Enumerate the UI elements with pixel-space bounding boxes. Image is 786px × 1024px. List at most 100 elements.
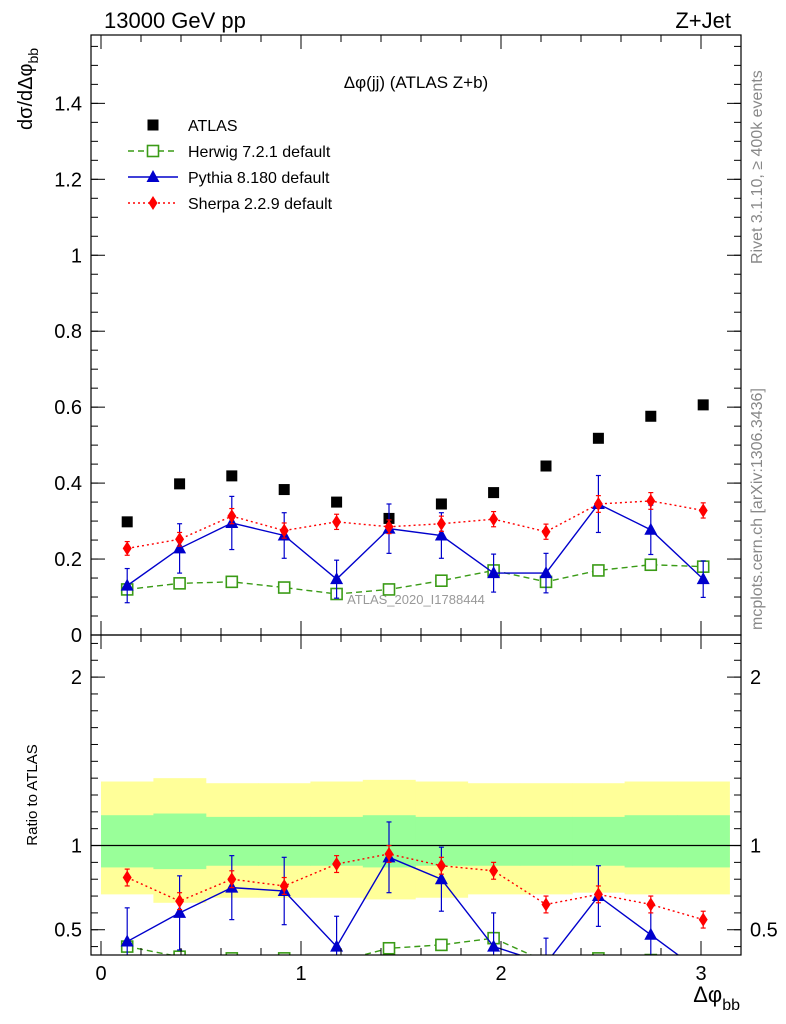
ratio-herwig-point [541, 956, 552, 967]
process-label: Z+Jet [675, 8, 731, 33]
main-sherpa-point [593, 496, 603, 511]
main-atlas-point [226, 470, 238, 482]
legend-sherpa-marker [148, 196, 158, 210]
main-herwig-point [592, 564, 605, 577]
legend-sherpa-label: Sherpa 2.2.9 default [188, 196, 333, 213]
ratio-pythia-point [540, 956, 553, 968]
x-axis-label: Δφbb [693, 982, 740, 1014]
main-pythia-point [434, 528, 448, 541]
legend-atlas-label: ATLAS [188, 118, 238, 135]
ratio-sherpa-point [175, 894, 185, 909]
main-atlas-point [540, 460, 552, 472]
ratio-herwig-line [127, 937, 533, 955]
main-atlas-point [435, 498, 447, 510]
ratio-band-inner [153, 813, 207, 870]
ratio-band-inner [467, 816, 521, 866]
main-sherpa-point [332, 514, 342, 529]
main-atlas-point [488, 487, 500, 499]
main-pythia-point [487, 566, 501, 579]
ratio-sherpa-point [436, 858, 446, 873]
ratio-herwig-point [435, 938, 448, 952]
ratio-y-axis-label: Ratio to ATLAS [24, 744, 41, 845]
main-atlas-point [278, 484, 290, 496]
main-pythia-point [120, 578, 134, 591]
ratio-y-tick-label: 2 [71, 667, 82, 689]
main-pythia-point [644, 522, 658, 535]
main-pythia-point [539, 566, 553, 579]
main-herwig-point [644, 558, 658, 572]
ratio-pythia-point [120, 934, 134, 947]
ratio-sherpa-point [646, 897, 656, 912]
main-pythia-line [126, 503, 704, 587]
ratio-sherpa-point [279, 878, 289, 893]
ratio-herwig-point [331, 956, 342, 967]
main-y-tick-label: 0.6 [54, 397, 82, 419]
ratio-panel: 0.5 0.5 1 1 2 2 0 1 2 3 Ratio to ATLAS Δφbb [24, 634, 778, 1014]
legend-pythia-label: Pythia 8.180 default [188, 170, 330, 187]
main-title: Δφ(jj) (ATLAS Z+b) [344, 73, 488, 92]
ratio-band-inner [677, 815, 730, 868]
main-pythia-point [330, 572, 344, 585]
main-herwig-point [435, 574, 448, 587]
main-atlas-point [174, 478, 186, 490]
legend: ATLAS Herwig 7.2.1 default Pythia 8.180 de… [128, 118, 333, 213]
ratio-pythia-point [487, 939, 501, 952]
main-atlas-point [697, 399, 709, 411]
main-sherpa-point [175, 532, 185, 547]
main-pythia-point [696, 572, 710, 585]
ratio-y-tick-label: 1 [71, 836, 82, 858]
ratio-y-tick-label: 0.5 [54, 920, 82, 942]
ratio-x-tick-label: 2 [495, 963, 506, 985]
main-panel: ATLAS_2020_I1788444 0 0.2 0.4 0.6 0.8 1 1.2 1.4… [15, 34, 742, 647]
main-y-tick-label: 0.4 [54, 473, 82, 495]
ratio-sherpa-point [489, 863, 499, 878]
legend-herwig-marker [146, 144, 160, 158]
main-sherpa-line [127, 500, 704, 550]
ratio-sherpa-point [332, 857, 342, 872]
main-sherpa-point [122, 541, 132, 556]
main-sherpa-point [541, 524, 551, 539]
main-y-axis-label: dσ/dΔφbb [15, 48, 41, 130]
ratio-y-tick-label-right: 2 [750, 667, 761, 689]
main-herwig-point [173, 577, 186, 590]
main-herwig-point [382, 583, 396, 596]
ratio-y-tick-label-right: 0.5 [750, 920, 778, 942]
main-herwig-point [225, 575, 239, 589]
main-herwig-point [277, 581, 291, 594]
main-sherpa-point [646, 493, 656, 508]
watermark: ATLAS_2020_I1788444 [347, 592, 485, 607]
main-atlas-point [331, 496, 343, 508]
ratio-sherpa-point [227, 872, 237, 887]
energy-label: 13000 GeV pp [104, 8, 246, 33]
main-y-tick-label: 1.2 [54, 169, 82, 191]
ratio-sherpa-point [593, 887, 603, 902]
ratio-sherpa-point [384, 846, 394, 861]
ratio-band-inner [519, 816, 573, 866]
legend-pythia-marker [146, 170, 160, 182]
ratio-herwig-point [173, 950, 186, 955]
main-herwig-line [127, 564, 704, 595]
main-y-tick-label: 0 [71, 625, 82, 647]
main-pythia-point [173, 541, 187, 554]
rivet-label: Rivet 3.1.10, ≥ 400k events [749, 70, 766, 264]
main-atlas-point [645, 410, 657, 422]
main-y-tick-label: 1.4 [54, 93, 82, 115]
ratio-sherpa-point [541, 897, 551, 912]
ratio-herwig-point [225, 952, 239, 955]
main-y-tick-label: 1 [71, 245, 82, 267]
ratio-herwig-point [644, 953, 658, 955]
legend-atlas-marker [147, 119, 159, 131]
ratio-pythia-point [330, 939, 344, 952]
ratio-band-inner [101, 815, 154, 868]
ratio-herwig-point [382, 941, 396, 955]
ratio-pythia-point [173, 905, 187, 918]
main-sherpa-point [436, 516, 446, 531]
source-label: mcplots.cern.ch [arXiv:1306.3436] [749, 388, 766, 630]
main-sherpa-point [489, 512, 499, 527]
ratio-herwig-point [592, 952, 605, 955]
main-sherpa-point [384, 519, 394, 534]
ratio-x-tick-label: 3 [695, 963, 706, 985]
main-sherpa-point [227, 509, 237, 524]
main-atlas-point [121, 516, 133, 528]
